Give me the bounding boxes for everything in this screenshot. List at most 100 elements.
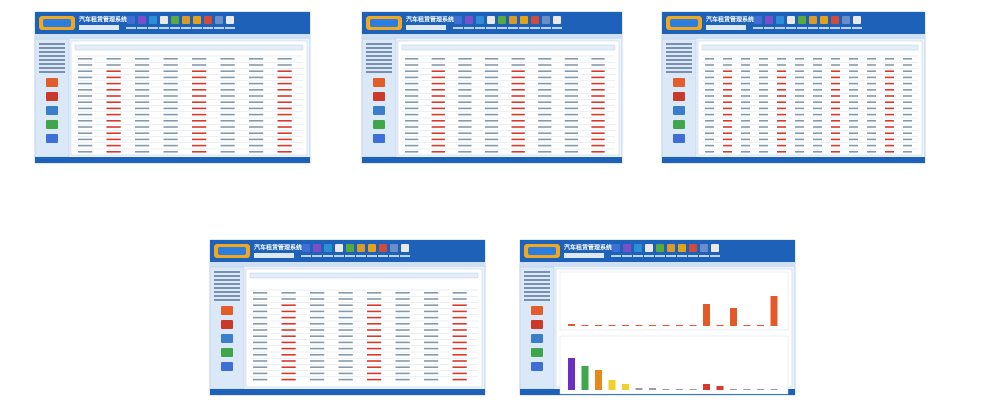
- table-cell-text: [705, 132, 714, 134]
- toolbar-icon: [324, 244, 332, 252]
- table-cell-text: [564, 126, 579, 128]
- table-cell-text: [310, 329, 325, 331]
- table-cell-text: [220, 95, 235, 97]
- table-cell-text: [705, 70, 714, 72]
- sidebar-icon: [46, 134, 58, 143]
- sidebar-item: [39, 59, 65, 61]
- table-cell-text: [310, 372, 325, 375]
- table-cell-text: [367, 341, 382, 344]
- table-cell-text: [831, 70, 840, 72]
- chart-bar: [716, 325, 724, 326]
- table-cell-text: [591, 144, 605, 147]
- table-cell-text: [452, 323, 467, 325]
- table-cell-text: [163, 101, 178, 103]
- toolbar-caption: [633, 255, 643, 257]
- table-cell-text: [253, 292, 268, 294]
- toolbar-caption: [312, 255, 322, 257]
- table-cell-text: [705, 64, 714, 66]
- footer-bar: [210, 389, 485, 395]
- table-cell-text: [831, 95, 840, 97]
- table-cell-text: [591, 76, 605, 79]
- table-cell-text: [106, 70, 121, 72]
- table-cell-text: [484, 132, 499, 134]
- table-cell-text: [813, 89, 822, 91]
- table-cell-text: [458, 64, 472, 66]
- table-cell-text: [192, 58, 207, 60]
- sidebar-icon: [46, 120, 58, 129]
- logo-inner: [528, 247, 556, 255]
- toolbar-caption: [508, 27, 518, 29]
- table-cell-text: [431, 138, 445, 141]
- toolbar-icon: [700, 244, 708, 252]
- table-cell-text: [813, 95, 822, 97]
- chart-bar: [689, 325, 697, 326]
- table-cell-text: [795, 113, 804, 116]
- table-cell-text: [903, 120, 912, 122]
- table-cell-text: [849, 151, 858, 153]
- table-cell-text: [367, 304, 382, 306]
- table-cell-text: [511, 89, 525, 91]
- chart-bar: [676, 325, 683, 326]
- table-cell-text: [163, 132, 178, 134]
- table-cell-text: [849, 64, 858, 66]
- chart-bar: [595, 325, 602, 326]
- toolbar-caption: [334, 255, 344, 257]
- table-cell-text: [885, 95, 894, 97]
- table-cell-text: [885, 89, 894, 91]
- sidebar-item: [366, 43, 392, 45]
- table-cell-text: [338, 366, 353, 368]
- table-cell-text: [310, 366, 325, 368]
- toolbar-icon: [171, 16, 179, 24]
- sidebar-icon: [531, 334, 543, 343]
- sidebar-item: [39, 43, 65, 45]
- table-cell-text: [281, 316, 296, 319]
- table-cell-text: [511, 113, 525, 116]
- table-cell-text: [885, 82, 894, 85]
- table-cell-text: [538, 107, 552, 110]
- table-cell-text: [759, 132, 768, 134]
- table-cell-text: [78, 76, 93, 79]
- table-cell-text: [249, 82, 264, 85]
- table-cell-text: [795, 132, 804, 134]
- chart-bar: [608, 380, 616, 390]
- sidebar-icon: [673, 106, 685, 115]
- sidebar-icon: [673, 92, 685, 101]
- table-cell-text: [277, 64, 292, 66]
- table-cell-text: [795, 144, 804, 147]
- toolbar-caption: [644, 255, 654, 257]
- chart-bar: [622, 384, 629, 390]
- table-cell-text: [867, 113, 876, 116]
- table-cell-text: [367, 335, 382, 337]
- table-cell-text: [253, 335, 268, 337]
- table-cell-text: [458, 113, 472, 116]
- table-cell-text: [452, 378, 467, 381]
- table-cell-text: [249, 95, 264, 97]
- table-cell-text: [310, 347, 325, 350]
- table-cell-text: [281, 341, 296, 344]
- table-cell-text: [249, 113, 264, 116]
- app-title: 汽车租赁管理系统: [706, 16, 754, 24]
- table-cell-text: [281, 329, 296, 331]
- table-cell-text: [405, 70, 419, 72]
- sidebar-item: [214, 279, 240, 281]
- table-cell-text: [106, 64, 121, 66]
- table-cell-text: [431, 82, 445, 85]
- table-cell-text: [458, 126, 472, 128]
- table-cell-text: [538, 138, 552, 141]
- table-cell-text: [106, 82, 121, 85]
- footer-bar: [662, 157, 925, 163]
- table-cell-text: [484, 64, 499, 66]
- table-cell-text: [220, 151, 235, 153]
- table-cell-text: [705, 58, 714, 60]
- table-cell-text: [78, 132, 93, 134]
- table-cell-text: [867, 82, 876, 85]
- table-cell-text: [405, 76, 419, 79]
- table-cell-text: [591, 126, 605, 128]
- table-cell-text: [310, 316, 325, 319]
- table-cell-text: [277, 113, 292, 116]
- table-cell-text: [78, 138, 93, 141]
- table-cell-text: [538, 76, 552, 79]
- menu-strip: [662, 34, 925, 39]
- table-cell-text: [885, 70, 894, 72]
- table-cell-text: [163, 58, 178, 60]
